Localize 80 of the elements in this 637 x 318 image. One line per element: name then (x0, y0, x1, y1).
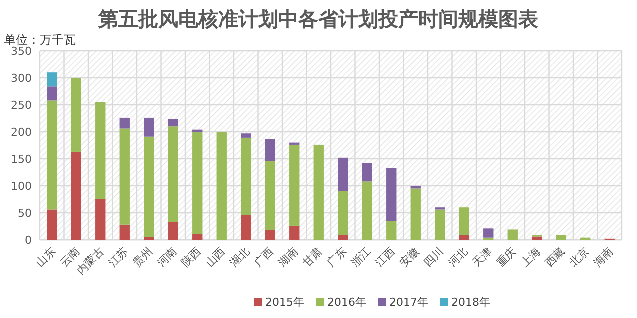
y-tick-label: 350 (11, 45, 32, 58)
bar (241, 215, 252, 240)
bar (362, 182, 372, 240)
chart-title: 第五批风电核准计划中各省计划投产时间规模图表 (98, 8, 538, 31)
bar (435, 210, 446, 240)
x-tick-label: 江西 (373, 244, 398, 270)
y-tick-label: 300 (11, 72, 32, 85)
y-tick-label: 50 (18, 207, 32, 220)
bar (532, 236, 542, 240)
bar (120, 224, 130, 240)
bar (96, 200, 106, 240)
x-tick-label: 西藏 (542, 244, 568, 270)
bar (241, 134, 252, 138)
x-tick-label: 四川 (422, 244, 446, 270)
bar (556, 235, 566, 240)
x-tick-label: 山东 (34, 244, 58, 270)
bar (265, 139, 276, 162)
bar (192, 130, 203, 133)
x-tick-label: 重庆 (494, 244, 519, 270)
x-tick-label: 甘肃 (300, 244, 325, 270)
y-tick-label: 250 (11, 99, 32, 112)
bar (290, 144, 300, 226)
x-tick-label: 江苏 (106, 244, 131, 270)
bar (386, 221, 397, 240)
x-tick-label: 北京 (567, 244, 592, 270)
y-tick-label: 100 (11, 180, 32, 193)
bar (120, 128, 130, 225)
y-axis-title: 单位：万千瓦 (4, 33, 76, 47)
bar (265, 161, 276, 230)
x-tick-label: 陕西 (179, 244, 204, 270)
bar (314, 144, 324, 240)
legend-label: 2016年 (328, 296, 366, 309)
legend-label: 2018年 (452, 296, 490, 309)
bar (47, 210, 58, 240)
bar (47, 100, 58, 210)
bar (362, 163, 372, 182)
y-tick-label: 200 (11, 126, 32, 139)
bar (192, 132, 203, 234)
bar (338, 235, 348, 240)
x-tick-label: 天津 (470, 244, 495, 270)
bar (96, 102, 106, 200)
bar (144, 118, 154, 137)
bar (410, 188, 421, 240)
x-tick-label: 贵州 (130, 244, 156, 270)
y-tick-label: 150 (11, 153, 32, 166)
bar (484, 228, 494, 238)
bar (192, 234, 203, 240)
x-tick-label: 广东 (324, 244, 350, 270)
x-tick-label: 广西 (252, 244, 276, 270)
bar (290, 226, 300, 240)
bar (338, 158, 348, 192)
x-tick-label: 河南 (154, 244, 180, 270)
bar (71, 152, 82, 240)
x-tick-label: 湖北 (228, 244, 252, 270)
x-tick-label: 浙江 (348, 244, 374, 270)
bar (459, 208, 470, 236)
bar (386, 168, 397, 222)
legend-label: 2015年 (266, 296, 304, 309)
bar (120, 118, 130, 129)
x-tick-label: 安徽 (397, 244, 422, 270)
legend-label: 2017年 (390, 296, 428, 309)
bar (508, 230, 518, 240)
bar (144, 136, 154, 238)
bar (338, 191, 348, 236)
x-tick-label: 河北 (446, 244, 470, 270)
bar (459, 235, 470, 240)
bar (168, 119, 178, 127)
bar (410, 186, 421, 189)
bar (265, 230, 276, 240)
x-tick-label: 湖南 (276, 244, 301, 270)
bar (216, 132, 227, 240)
bar (168, 222, 178, 240)
y-tick-label: 0 (25, 234, 32, 247)
bar (241, 138, 252, 216)
x-tick-label: 海南 (591, 244, 616, 270)
bar (168, 126, 178, 222)
x-tick-label: 上海 (518, 244, 544, 270)
bar (144, 237, 154, 240)
bar (71, 78, 82, 152)
x-tick-label: 山西 (203, 244, 228, 270)
